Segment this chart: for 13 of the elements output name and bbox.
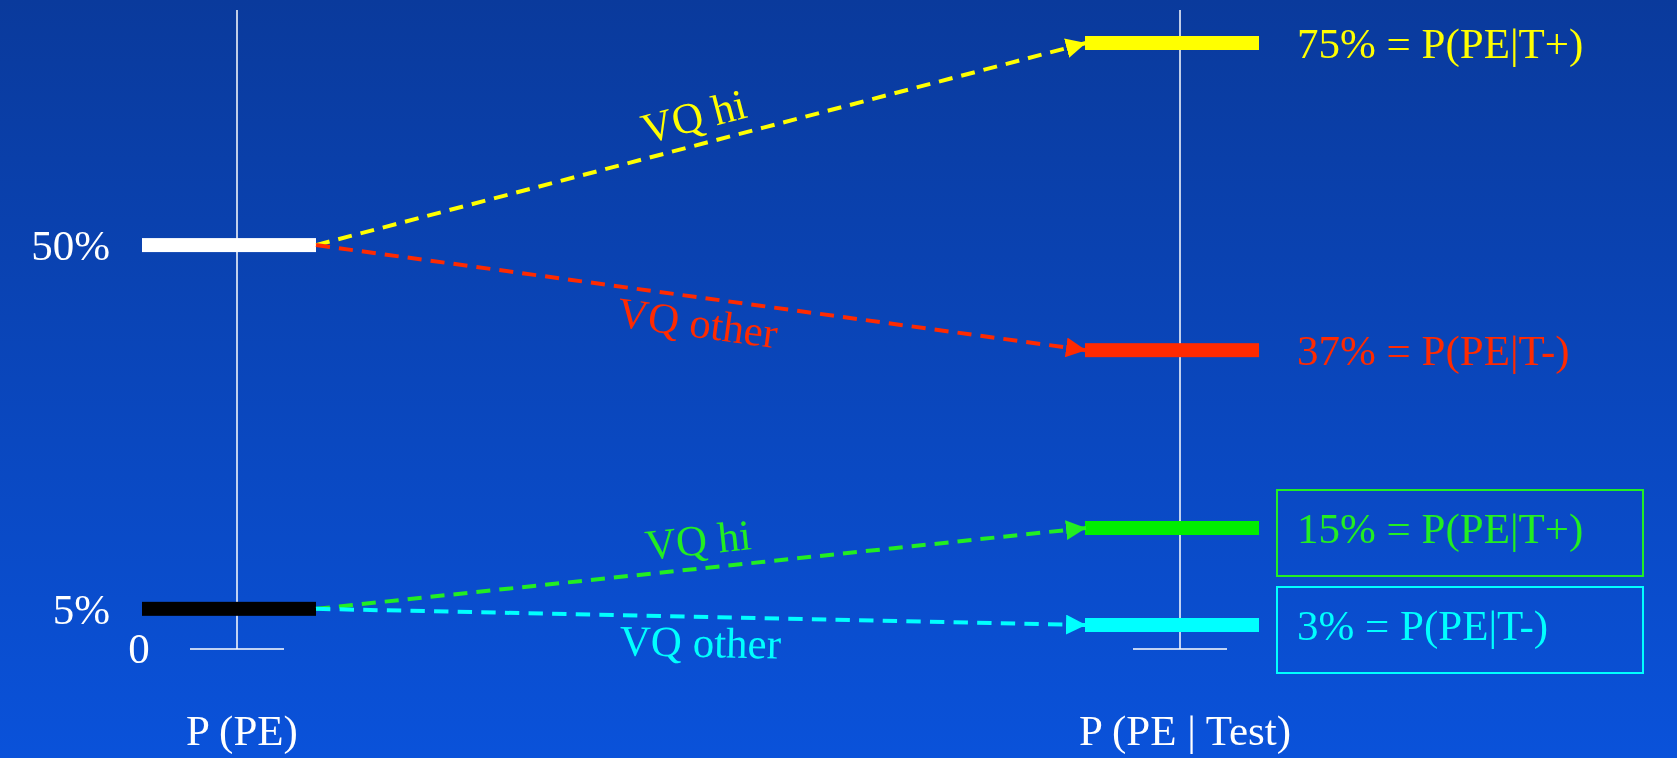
legend-label: VQ hi: [642, 511, 754, 569]
text: 0: [128, 625, 150, 672]
data-label: 5%: [52, 585, 110, 633]
data-label: 15% = P(PE|T+): [1297, 505, 1584, 553]
data-label: 75% = P(PE|T+): [1297, 20, 1584, 68]
data-label: 50%: [31, 222, 110, 270]
category-label: P (PE | Test): [1078, 707, 1292, 755]
legend-label: VQ hi: [636, 80, 752, 153]
data-label: 3% = P(PE|T-): [1297, 602, 1549, 650]
legend-label: VQ other: [619, 617, 782, 668]
legend-label: VQ other: [614, 288, 781, 358]
data-label: 37% = P(PE|T-): [1297, 327, 1570, 376]
category-label: P (PE): [186, 707, 298, 755]
